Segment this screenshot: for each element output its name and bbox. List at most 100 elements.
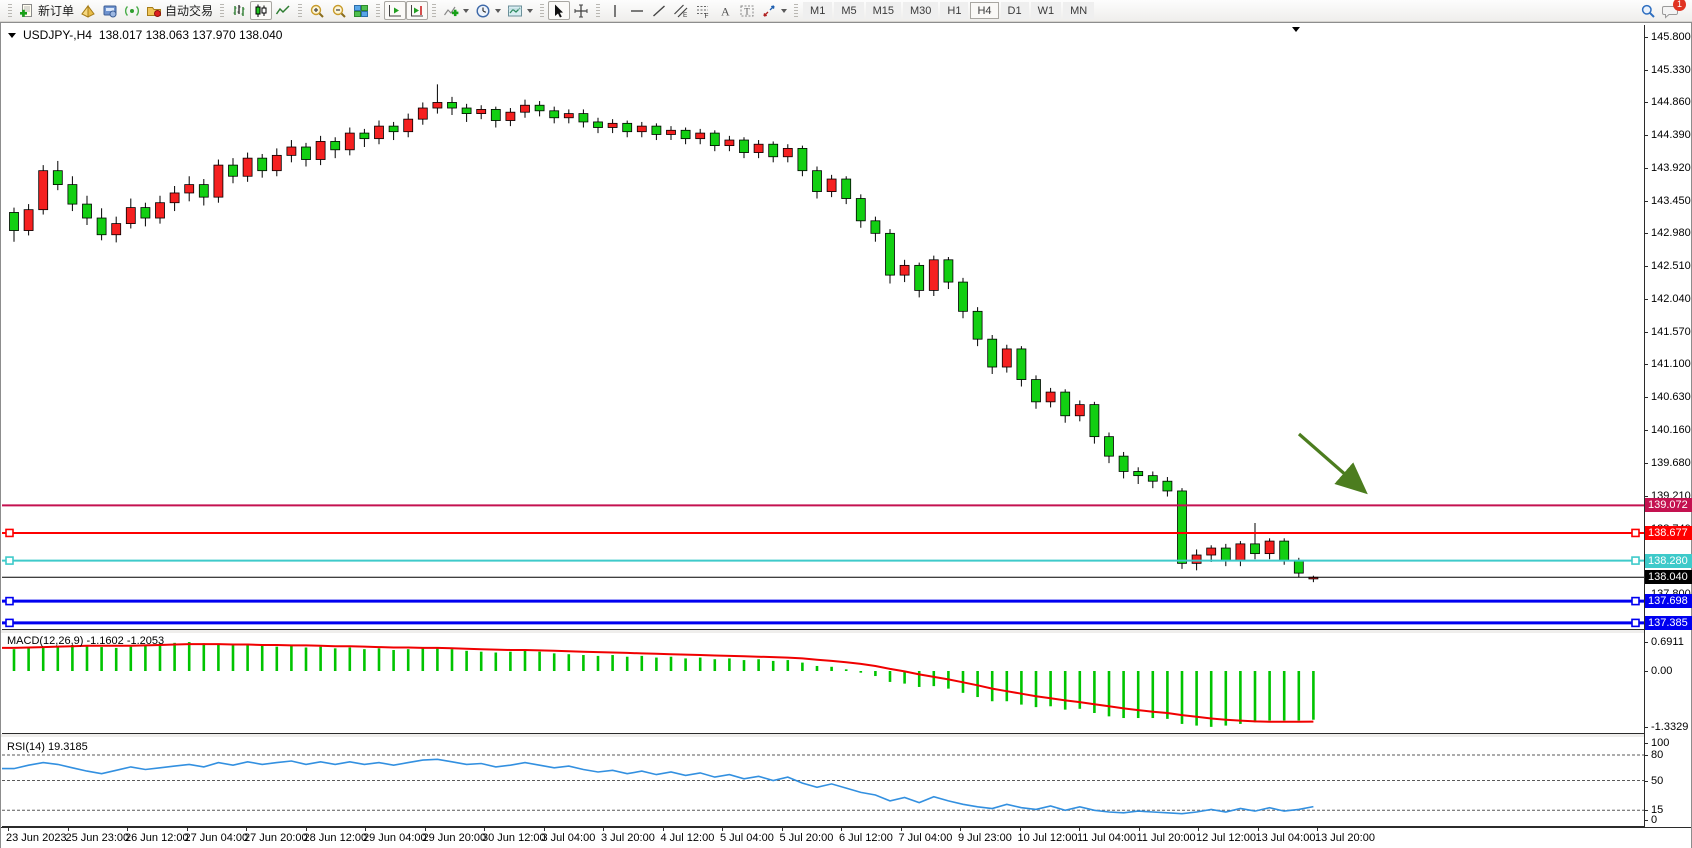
axis-tick bbox=[1644, 780, 1648, 782]
arrows-button[interactable] bbox=[758, 1, 790, 20]
fibonacci-button[interactable]: F bbox=[692, 1, 714, 20]
macd-pane[interactable] bbox=[2, 633, 1644, 734]
toolbar-grip[interactable] bbox=[376, 3, 381, 18]
candle bbox=[928, 255, 939, 297]
market-watch-button[interactable] bbox=[77, 1, 99, 20]
candlestick-chart-button[interactable] bbox=[250, 1, 273, 20]
line-chart-button[interactable] bbox=[272, 1, 294, 20]
candle bbox=[753, 140, 764, 159]
periods-button[interactable] bbox=[472, 1, 504, 20]
search-button[interactable] bbox=[1637, 1, 1659, 20]
timeframe-button-H4[interactable]: H4 bbox=[970, 2, 999, 19]
arrow-annotation[interactable] bbox=[1297, 432, 1368, 495]
toolbar-grip[interactable] bbox=[8, 3, 12, 18]
crosshair-icon bbox=[574, 4, 588, 17]
rsi-pane[interactable] bbox=[2, 738, 1644, 827]
toolbar-grip[interactable] bbox=[596, 3, 601, 18]
indicators-button[interactable] bbox=[440, 1, 472, 20]
timeframe-button-H1[interactable]: H1 bbox=[940, 2, 969, 19]
timeframe-button-M1[interactable]: M1 bbox=[803, 2, 833, 19]
line-handle[interactable] bbox=[1631, 528, 1640, 538]
new-order-button[interactable]: 新订单 bbox=[16, 1, 77, 20]
candle bbox=[666, 126, 676, 141]
line-handle[interactable] bbox=[5, 596, 14, 606]
candle bbox=[82, 195, 92, 225]
line-handle[interactable] bbox=[5, 618, 14, 628]
trendline-button[interactable] bbox=[648, 1, 670, 20]
candle bbox=[622, 120, 633, 138]
auto-scroll-button[interactable] bbox=[384, 1, 407, 20]
pane-splitter[interactable] bbox=[1, 630, 1691, 633]
candle bbox=[870, 216, 881, 242]
chart-shift-marker-icon[interactable] bbox=[1292, 27, 1300, 32]
vertical-line-button[interactable] bbox=[604, 1, 626, 20]
templates-button[interactable] bbox=[504, 1, 536, 20]
price-tick-label: 143.920 bbox=[1651, 161, 1691, 174]
bar-chart-button[interactable] bbox=[228, 1, 250, 20]
price-line-badge-137.698: 137.698 bbox=[1645, 594, 1692, 609]
axis-tick bbox=[1644, 331, 1648, 333]
time-axis[interactable]: 23 Jun 2023 25 Jun 23:00 26 Jun 12:00 27 Ju… bbox=[1, 827, 1691, 848]
horizontal-line-button[interactable] bbox=[626, 1, 648, 20]
text-button[interactable]: A bbox=[714, 1, 736, 20]
line-handle[interactable] bbox=[5, 528, 14, 538]
time-tick bbox=[662, 828, 664, 831]
text-label-button[interactable]: T bbox=[736, 1, 758, 20]
candle bbox=[695, 128, 706, 145]
notification-badge: 1 bbox=[1673, 0, 1686, 11]
timeframe-button-M5[interactable]: M5 bbox=[834, 2, 864, 19]
zoom-out-button[interactable] bbox=[328, 1, 350, 20]
equidistant-channel-button[interactable]: E bbox=[670, 1, 692, 20]
one-click-trading-expander-icon[interactable] bbox=[8, 32, 16, 38]
crosshair-button[interactable] bbox=[570, 1, 592, 20]
zoom-in-button[interactable] bbox=[306, 1, 328, 20]
timeframe-button-W1[interactable]: W1 bbox=[1030, 2, 1062, 19]
candle bbox=[67, 176, 78, 212]
axis-tick bbox=[1644, 200, 1648, 202]
autotrading-icon bbox=[147, 6, 162, 17]
time-tick bbox=[186, 828, 188, 831]
toolbar-grip[interactable] bbox=[298, 3, 303, 18]
axis-tick bbox=[1644, 641, 1648, 643]
fibonacci-icon: F bbox=[697, 5, 709, 19]
toolbar-grip[interactable] bbox=[220, 3, 225, 18]
chart-shift-button[interactable] bbox=[406, 1, 429, 20]
timeframe-button-D1[interactable]: D1 bbox=[1000, 2, 1029, 19]
timeframe-button-M30[interactable]: M30 bbox=[903, 2, 939, 19]
price-line-badge-138.040: 138.040 bbox=[1645, 570, 1692, 585]
toolbar-grip[interactable] bbox=[794, 3, 799, 18]
candle bbox=[169, 185, 180, 212]
cursor-button[interactable] bbox=[548, 1, 571, 20]
timeframe-button-MN[interactable]: MN bbox=[1063, 2, 1095, 19]
time-tick bbox=[8, 828, 9, 831]
data-window-button[interactable] bbox=[99, 1, 121, 20]
candle bbox=[972, 307, 983, 347]
line-handle[interactable] bbox=[5, 556, 14, 565]
candle bbox=[286, 140, 297, 163]
price-pane[interactable] bbox=[2, 25, 1644, 630]
time-tick bbox=[543, 828, 545, 831]
notifications-button[interactable]: 1 bbox=[1659, 0, 1686, 20]
line-handle[interactable] bbox=[1631, 556, 1640, 565]
price-axis[interactable]: 145.800 145.330 144.860 144.390 143.920 143.4… bbox=[1644, 25, 1691, 827]
time-tick bbox=[722, 828, 723, 831]
timeframe-button-M15[interactable]: M15 bbox=[865, 2, 901, 19]
time-tick-label: 28 Jun 12:00 bbox=[303, 832, 368, 844]
toolbar-grip[interactable] bbox=[540, 3, 545, 18]
chart-window[interactable]: USDJPY-,H4 138.017 138.063 137.970 138.0… bbox=[0, 22, 1692, 848]
time-tick-label: 7 Jul 04:00 bbox=[898, 832, 953, 844]
pane-splitter[interactable] bbox=[1, 734, 1691, 737]
navigator-button[interactable] bbox=[121, 1, 143, 20]
line-handle[interactable] bbox=[1631, 618, 1640, 628]
time-tick-label: 26 Jun 12:00 bbox=[125, 832, 189, 844]
time-tick bbox=[67, 828, 69, 831]
line-handle[interactable] bbox=[1631, 596, 1640, 606]
candle bbox=[417, 102, 428, 125]
candle bbox=[1104, 432, 1114, 464]
toolbar-grip[interactable] bbox=[432, 3, 437, 18]
autotrading-button[interactable]: 自动交易 bbox=[143, 1, 216, 20]
candle bbox=[1308, 575, 1319, 583]
tile-windows-button[interactable] bbox=[350, 1, 372, 20]
price-tick-label: 145.330 bbox=[1651, 63, 1691, 76]
time-tick-label: 13 Jul 20:00 bbox=[1315, 832, 1375, 844]
